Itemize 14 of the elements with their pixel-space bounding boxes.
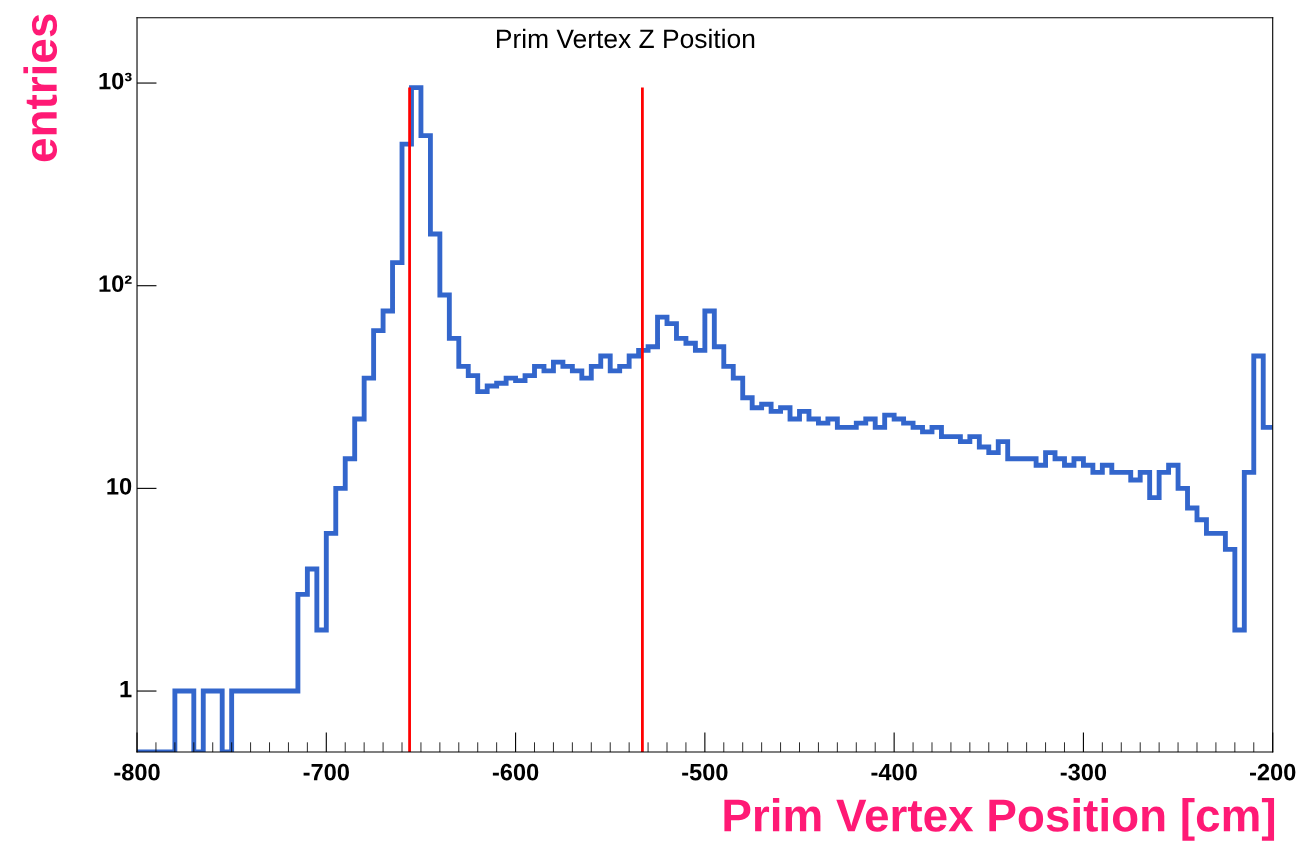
- y-tick-label: 10³: [99, 72, 132, 90]
- x-tick-label: -200: [1250, 763, 1296, 781]
- x-tick-label: -700: [303, 763, 349, 781]
- y-tick-label: 10: [107, 478, 132, 495]
- y-tick-label: 1: [120, 680, 132, 698]
- x-tick-label: -500: [682, 763, 728, 781]
- chart-title: Prim Vertex Z Position: [497, 28, 755, 49]
- x-tick-label: -600: [492, 763, 539, 781]
- y-tick-label: 10²: [99, 275, 132, 293]
- x-tick-label: -800: [114, 763, 160, 781]
- y-axis-title: entries: [23, 14, 58, 162]
- x-tick-label: -400: [871, 763, 917, 781]
- x-axis-title: Prim Vertex Position [cm]: [724, 798, 1275, 841]
- x-tick-label: -300: [1060, 763, 1107, 781]
